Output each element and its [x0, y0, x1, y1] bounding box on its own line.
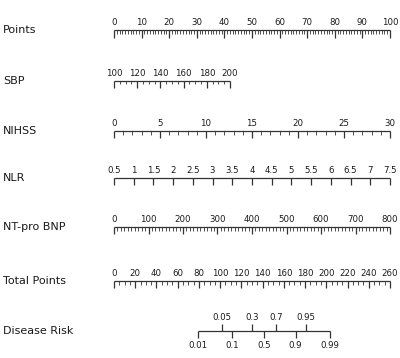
Text: 4: 4 — [249, 166, 255, 175]
Text: 3.5: 3.5 — [226, 166, 239, 175]
Text: 80: 80 — [194, 269, 204, 278]
Text: 2: 2 — [170, 166, 176, 175]
Text: 30: 30 — [191, 19, 202, 28]
Text: 40: 40 — [219, 19, 230, 28]
Text: 80: 80 — [329, 19, 340, 28]
Text: 2.5: 2.5 — [186, 166, 200, 175]
Text: 0.01: 0.01 — [188, 341, 208, 350]
Text: 60: 60 — [274, 19, 285, 28]
Text: 0.5: 0.5 — [107, 166, 121, 175]
Text: 90: 90 — [357, 19, 368, 28]
Text: 6.5: 6.5 — [344, 166, 357, 175]
Text: 100: 100 — [106, 69, 122, 78]
Text: 70: 70 — [302, 19, 313, 28]
Text: SBP: SBP — [3, 76, 25, 86]
Text: 800: 800 — [382, 216, 398, 224]
Text: 20: 20 — [292, 119, 304, 128]
Text: 0: 0 — [111, 119, 117, 128]
Text: 60: 60 — [172, 269, 183, 278]
Text: Total Points: Total Points — [3, 276, 66, 286]
Text: 160: 160 — [175, 69, 192, 78]
Text: 1.5: 1.5 — [147, 166, 160, 175]
Text: 200: 200 — [175, 216, 191, 224]
Text: 0: 0 — [111, 19, 117, 28]
Text: 25: 25 — [338, 119, 350, 128]
Text: 5.5: 5.5 — [304, 166, 318, 175]
Text: 0: 0 — [111, 269, 117, 278]
Text: Disease Risk: Disease Risk — [3, 326, 74, 336]
Text: 0.1: 0.1 — [226, 341, 239, 350]
Text: 0.95: 0.95 — [297, 313, 316, 322]
Text: 200: 200 — [222, 69, 238, 78]
Text: 0.05: 0.05 — [212, 313, 231, 322]
Text: 140: 140 — [254, 269, 271, 278]
Text: 100: 100 — [140, 216, 157, 224]
Text: 0.7: 0.7 — [269, 313, 283, 322]
Text: 700: 700 — [347, 216, 364, 224]
Text: 500: 500 — [278, 216, 295, 224]
Text: 140: 140 — [152, 69, 169, 78]
Text: NT-pro BNP: NT-pro BNP — [3, 222, 66, 232]
Text: 120: 120 — [233, 269, 250, 278]
Text: 20: 20 — [164, 19, 175, 28]
Text: 0.9: 0.9 — [289, 341, 302, 350]
Text: 40: 40 — [151, 269, 162, 278]
Text: 7: 7 — [368, 166, 373, 175]
Text: 100: 100 — [212, 269, 228, 278]
Text: 5: 5 — [157, 119, 163, 128]
Text: 15: 15 — [246, 119, 258, 128]
Text: 600: 600 — [313, 216, 329, 224]
Text: 3: 3 — [210, 166, 215, 175]
Text: 6: 6 — [328, 166, 334, 175]
Text: 220: 220 — [339, 269, 356, 278]
Text: 240: 240 — [360, 269, 377, 278]
Text: 120: 120 — [129, 69, 146, 78]
Text: 30: 30 — [384, 119, 396, 128]
Text: 10: 10 — [136, 19, 147, 28]
Text: 300: 300 — [209, 216, 226, 224]
Text: 0: 0 — [111, 216, 117, 224]
Text: Points: Points — [3, 25, 37, 35]
Text: 400: 400 — [244, 216, 260, 224]
Text: 200: 200 — [318, 269, 334, 278]
Text: 4.5: 4.5 — [265, 166, 278, 175]
Text: NIHSS: NIHSS — [3, 126, 38, 136]
Text: 0.3: 0.3 — [245, 313, 259, 322]
Text: NLR: NLR — [3, 173, 26, 183]
Text: 1: 1 — [131, 166, 136, 175]
Text: 0.99: 0.99 — [320, 341, 340, 350]
Text: 260: 260 — [382, 269, 398, 278]
Text: 10: 10 — [200, 119, 212, 128]
Text: 50: 50 — [246, 19, 258, 28]
Text: 7.5: 7.5 — [383, 166, 397, 175]
Text: 0.5: 0.5 — [257, 341, 271, 350]
Text: 180: 180 — [297, 269, 313, 278]
Text: 100: 100 — [382, 19, 398, 28]
Text: 180: 180 — [198, 69, 215, 78]
Text: 5: 5 — [289, 166, 294, 175]
Text: 160: 160 — [276, 269, 292, 278]
Text: 20: 20 — [130, 269, 141, 278]
